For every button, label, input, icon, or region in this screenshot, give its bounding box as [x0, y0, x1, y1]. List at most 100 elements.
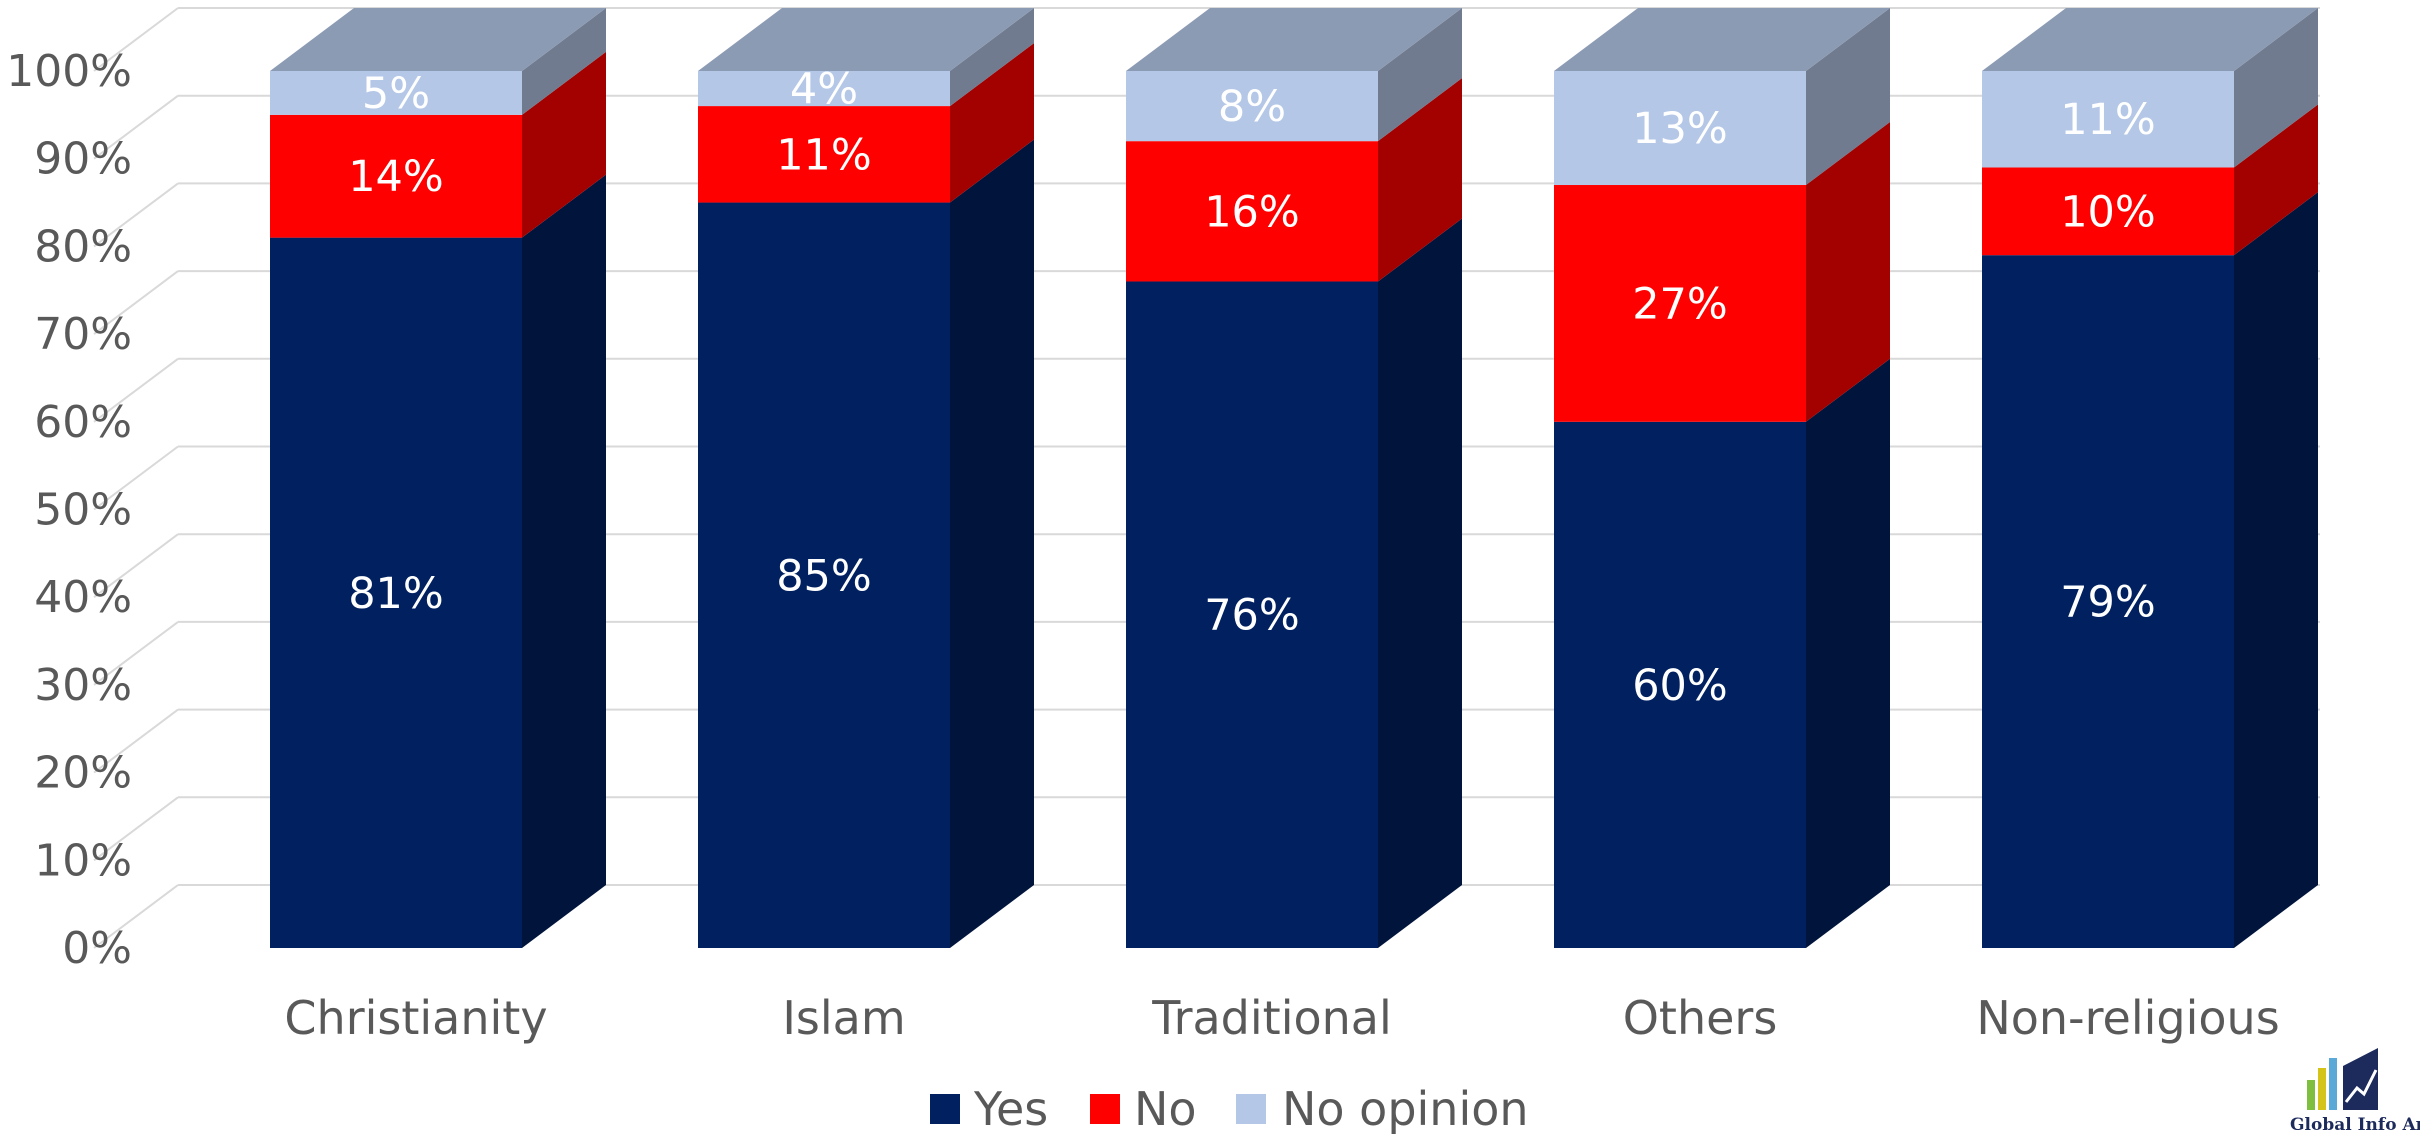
y-tick-label: 90%: [34, 134, 132, 185]
data-label: 13%: [1632, 104, 1728, 154]
bar-segment-front: [1982, 71, 2234, 168]
bar-segment-front: [698, 106, 950, 203]
bar-segment-side: [1806, 358, 1890, 948]
gridline-side: [93, 357, 179, 423]
gridline-side: [93, 94, 179, 160]
bar-segment-front: [1982, 167, 2234, 256]
gridline-side: [93, 708, 179, 774]
data-label: 85%: [776, 551, 872, 601]
y-tick-label: 0%: [62, 923, 132, 974]
logo-bar-3: [2329, 1058, 2337, 1110]
data-label: 27%: [1632, 279, 1728, 329]
y-tick-label: 80%: [34, 221, 132, 272]
logo-bar-1: [2307, 1080, 2315, 1110]
category-label: Islam: [782, 991, 905, 1045]
bar-segment-side: [1378, 78, 1462, 282]
data-label: 4%: [790, 65, 858, 115]
bar-stack-islam: 85% 11% 4%: [698, 8, 1034, 949]
y-tick-label: 10%: [34, 835, 132, 886]
gridline-side: [93, 445, 179, 511]
gridline-side: [93, 182, 179, 248]
category-label: Others: [1623, 991, 1778, 1045]
data-label: 79%: [2060, 578, 2156, 628]
legend-swatch: [1236, 1094, 1266, 1124]
logo-bar-2: [2318, 1068, 2326, 1110]
bar-segment-front: [1126, 281, 1378, 949]
x-axis: Christianity Islam Traditional Others Non-re…: [284, 991, 2279, 1045]
bar-segment-front: [1982, 255, 2234, 949]
bar-segment-front: [698, 71, 950, 107]
y-tick-label: 100%: [6, 46, 132, 97]
legend-label: No opinion: [1282, 1082, 1529, 1134]
legend-swatch: [1090, 1094, 1120, 1124]
gridline-side: [93, 796, 179, 862]
data-label: 60%: [1632, 661, 1728, 711]
bar-segment-side: [950, 43, 1034, 203]
category-label: Non-religious: [1976, 991, 2279, 1045]
legend-label: Yes: [973, 1082, 1048, 1134]
legend-item: No: [1090, 1082, 1197, 1134]
data-label: 10%: [2060, 187, 2156, 237]
bar-segment-side: [522, 174, 606, 948]
bar-segment-side: [2234, 104, 2318, 256]
legend-swatch: [930, 1094, 960, 1124]
gridline-side: [93, 270, 179, 335]
y-tick-label: 30%: [34, 660, 132, 711]
gridline-side: [93, 533, 179, 599]
bar-segment-front: [270, 237, 522, 948]
bar-segment-front: [270, 114, 522, 238]
bar-top-face: [270, 8, 606, 71]
bar-stack-non-religious: 79% 10% 11%: [1982, 8, 2318, 949]
y-tick-label: 60%: [34, 397, 132, 448]
bars: 81% 14% 5% 85% 11% 4% 76% 16% 8% 60% 27% 13% 79% 10% 1…: [270, 8, 2318, 949]
y-tick-label: 40%: [34, 572, 132, 623]
category-label: Traditional: [1151, 991, 1392, 1045]
bar-segment-side: [2234, 192, 2318, 949]
bar-stack-christianity: 81% 14% 5%: [270, 8, 606, 948]
bar-segment-front: [270, 71, 522, 115]
bar-segment-side: [1806, 8, 1890, 186]
y-axis: 0% 10% 20% 30% 40% 50% 60% 70% 80% 90% 100%: [6, 46, 132, 974]
bar-segment-front: [698, 202, 950, 949]
bar-segment-side: [522, 8, 606, 115]
data-label: 76%: [1204, 591, 1300, 641]
gridline-side: [93, 621, 179, 686]
data-label: 14%: [348, 152, 444, 202]
legend-label: No: [1134, 1082, 1197, 1134]
logo: Global Info Analytics: [2290, 1048, 2420, 1134]
bar-segment-side: [2234, 8, 2318, 168]
bar-stack-others: 60% 27% 13%: [1554, 8, 1890, 948]
bar-top-face: [1982, 8, 2318, 71]
category-label: Christianity: [284, 991, 547, 1045]
bar-segment-front: [1554, 71, 1806, 186]
bar-top-face: [1554, 8, 1890, 71]
bar-top-face: [698, 8, 1034, 71]
y-tick-label: 70%: [34, 309, 132, 360]
bar-segment-side: [1378, 8, 1462, 142]
bar-segment-side: [1378, 218, 1462, 949]
data-label: 11%: [776, 130, 872, 180]
logo-arrow-icon: [2344, 1069, 2378, 1103]
y-tick-label: 20%: [34, 748, 132, 799]
bar-segment-side: [1806, 122, 1890, 422]
logo-text: Global Info Analytics: [2290, 1115, 2420, 1134]
data-label: 8%: [1218, 82, 1286, 132]
bar-segment-front: [1554, 185, 1806, 422]
bar-segment-side: [522, 51, 606, 238]
legend-item: No opinion: [1236, 1082, 1529, 1134]
gridline-side: [93, 884, 179, 949]
bar-stack-traditional: 76% 16% 8%: [1126, 8, 1462, 949]
bar-segment-front: [1126, 71, 1378, 142]
bar-segment-front: [1126, 141, 1378, 282]
bar-segment-side: [950, 139, 1034, 949]
legend-item: Yes: [930, 1082, 1048, 1134]
gridline-side: [93, 7, 179, 72]
data-label: 11%: [2060, 95, 2156, 145]
legend: Yes No No opinion: [930, 1082, 1529, 1134]
bar-segment-front: [1554, 421, 1806, 948]
data-label: 81%: [348, 569, 444, 619]
bar-top-face: [1126, 8, 1462, 71]
y-tick-label: 50%: [34, 485, 132, 536]
data-label: 16%: [1204, 187, 1300, 237]
